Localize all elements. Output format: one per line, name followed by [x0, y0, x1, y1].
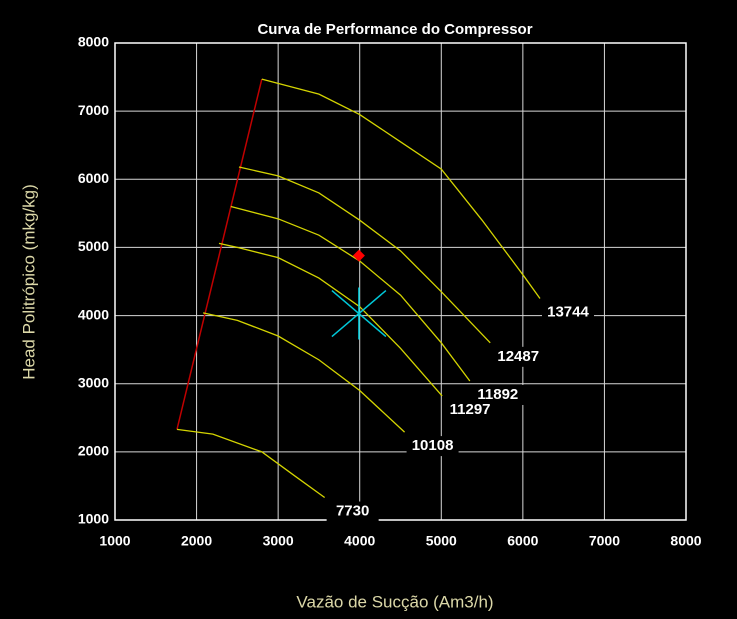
y-tick-label: 2000	[78, 443, 109, 459]
x-tick-label: 4000	[344, 533, 375, 549]
chart-title: Curva de Performance do Compressor	[257, 21, 532, 38]
y-tick-label: 4000	[78, 306, 109, 322]
y-axis-label: Head Politrópico (mkg/kg)	[19, 184, 38, 380]
speed-curve	[176, 428, 326, 499]
speed-curve	[230, 205, 471, 382]
curve-label-box	[492, 346, 545, 367]
curve-label-box	[541, 302, 594, 323]
x-tick-label: 6000	[507, 533, 538, 549]
curve-label: 10108	[412, 437, 454, 454]
speed-curve	[202, 312, 406, 433]
x-tick-label: 8000	[670, 533, 701, 549]
speed-curve	[261, 78, 541, 299]
x-tick-label: 1000	[99, 533, 130, 549]
curve-label: 13744	[547, 304, 589, 321]
y-tick-label: 5000	[78, 238, 109, 254]
plot-border	[114, 42, 687, 521]
curve-label: 7730	[336, 502, 369, 519]
speed-curve	[238, 166, 491, 344]
curve-label: 11892	[477, 386, 518, 403]
curve-label-box	[326, 501, 379, 522]
surge-line	[176, 78, 263, 430]
speed-curve	[218, 242, 443, 397]
curve-label: 12487	[497, 348, 539, 365]
y-tick-label: 3000	[78, 374, 109, 390]
y-tick-label: 6000	[78, 170, 109, 186]
y-tick-label: 7000	[78, 102, 109, 118]
x-tick-label: 2000	[181, 533, 212, 549]
curve-label: 11297	[450, 401, 491, 418]
x-tick-label: 3000	[263, 533, 294, 549]
curve-label-box	[406, 436, 459, 457]
x-tick-label: 5000	[426, 533, 457, 549]
y-tick-label: 1000	[78, 511, 109, 527]
curve-label-box	[444, 399, 497, 420]
design-point	[331, 287, 387, 340]
operating-point	[352, 249, 365, 262]
x-axis-label: Vazão de Sucção (Am3/h)	[296, 592, 493, 611]
x-tick-label: 7000	[589, 533, 620, 549]
y-tick-label: 8000	[78, 34, 109, 50]
